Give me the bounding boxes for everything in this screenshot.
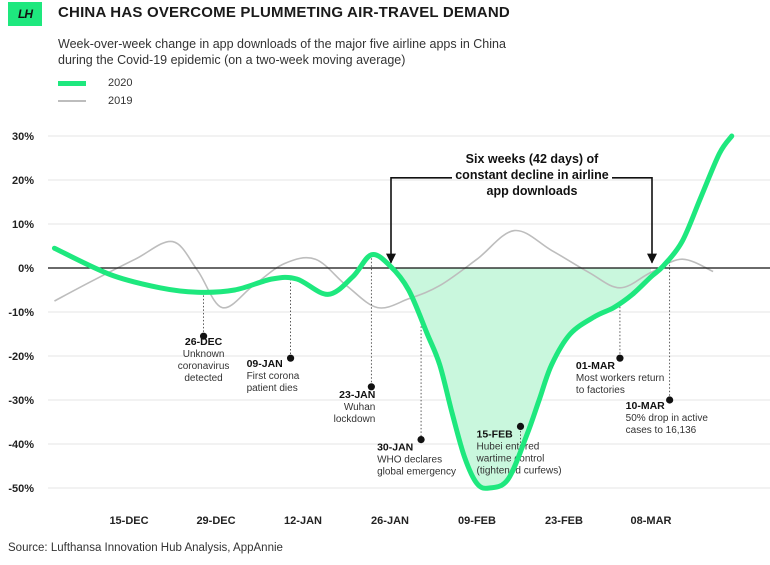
- y-tick-label: 0%: [18, 263, 34, 275]
- callout-arrowhead: [647, 253, 657, 264]
- annotation-date: 23-JAN: [339, 389, 375, 401]
- annotation-text: 50% drop in active: [626, 413, 709, 424]
- y-tick-label: 30%: [12, 131, 34, 143]
- annotation-text: to factories: [576, 385, 625, 396]
- callout-text: Six weeks (42 days) of: [466, 152, 600, 166]
- annotation-text: Most workers return: [576, 373, 664, 384]
- x-tick-label: 29-DEC: [196, 515, 235, 527]
- x-tick-label: 09-FEB: [458, 515, 496, 527]
- callout-text: app downloads: [487, 184, 578, 198]
- legend: 2020 2019: [58, 74, 132, 110]
- annotation-text: lockdown: [334, 414, 376, 425]
- annotation-text: Wuhan: [344, 402, 376, 413]
- annotation-dot: [616, 354, 624, 362]
- callout-bracket-right: [612, 177, 653, 263]
- x-tick-label: 12-JAN: [284, 515, 322, 527]
- y-tick-label: -40%: [8, 439, 34, 451]
- annotation-text: Hubei entered: [477, 441, 540, 452]
- annotation-date: 01-MAR: [576, 360, 616, 372]
- y-tick-label: -50%: [8, 483, 34, 495]
- source-note: Source: Lufthansa Innovation Hub Analysi…: [8, 542, 283, 554]
- legend-entry-2019: 2019: [58, 92, 132, 110]
- annotation-dot: [286, 354, 295, 362]
- annotation-dot: [199, 332, 208, 340]
- annotation-dot: [666, 396, 674, 404]
- annotation-text: (tightened curfews): [477, 465, 562, 476]
- callout-arrowhead: [386, 253, 396, 264]
- annotation-text: patient dies: [247, 383, 298, 394]
- annotation-text: WHO declares: [377, 455, 442, 466]
- legend-swatch-2020: [58, 80, 86, 86]
- annotation-text: Unknown: [183, 349, 225, 360]
- x-tick-label: 08-MAR: [631, 515, 672, 527]
- chart-title: CHINA HAS OVERCOME PLUMMETING AIR-TRAVEL…: [58, 4, 510, 21]
- y-tick-label: -10%: [8, 307, 34, 319]
- annotation-text: detected: [184, 373, 222, 384]
- annotation-text: wartime control: [476, 453, 545, 464]
- annotation-dot: [367, 383, 375, 391]
- callout-text: constant decline in airline: [455, 168, 609, 182]
- annotation-dot: [417, 436, 425, 444]
- chart-subtitle: Week-over-week change in app downloads o…: [58, 37, 506, 67]
- legend-entry-2020: 2020: [58, 74, 132, 92]
- annotation-date: 10-MAR: [626, 400, 666, 412]
- brand-logo: LH: [8, 2, 42, 26]
- y-tick-label: -30%: [8, 395, 34, 407]
- series-line-2020: [51, 133, 735, 491]
- annotation-text: First corona: [247, 371, 300, 382]
- annotation-date: 26-DEC: [185, 336, 223, 348]
- annotation-dot: [516, 422, 525, 430]
- series-line-2019: [54, 229, 714, 309]
- annotation-text: cases to 16,136: [626, 425, 697, 436]
- legend-label-2019: 2019: [108, 95, 133, 107]
- y-tick-label: -20%: [8, 351, 34, 363]
- x-tick-label: 26-JAN: [371, 515, 409, 527]
- decline-area: [390, 268, 651, 488]
- x-tick-label: 23-FEB: [545, 515, 583, 527]
- y-tick-label: 20%: [12, 175, 34, 187]
- callout-bracket-left: [390, 177, 452, 263]
- annotation-date: 15-FEB: [477, 428, 514, 440]
- annotation-date: 30-JAN: [377, 442, 413, 454]
- legend-swatch-2019: [58, 100, 86, 102]
- annotation-text: coronavirus: [178, 361, 230, 372]
- annotation-date: 09-JAN: [247, 358, 283, 370]
- legend-label-2020: 2020: [108, 77, 133, 89]
- annotation-text: global emergency: [377, 467, 456, 478]
- x-tick-label: 15-DEC: [109, 515, 148, 527]
- y-tick-label: 10%: [12, 219, 34, 231]
